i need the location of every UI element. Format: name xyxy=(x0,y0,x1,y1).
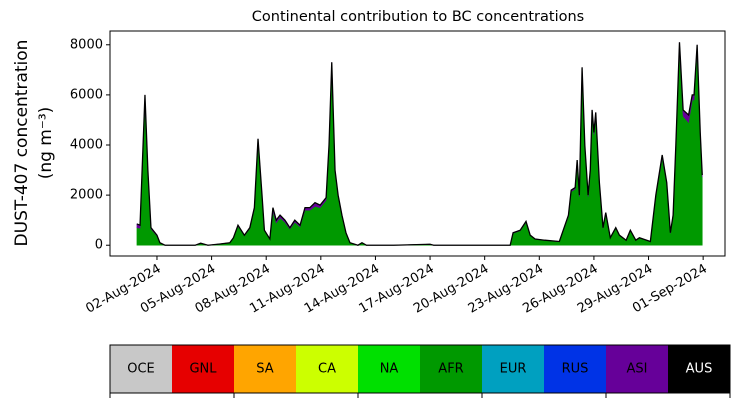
colorbar: OCE GNL SA CA NA AFR EUR RUS ASI AUS xyxy=(109,344,731,398)
colorbar-cell xyxy=(234,345,297,393)
y-tick-label: 6000 xyxy=(70,87,103,102)
y-tick-label: 2000 xyxy=(70,188,103,203)
colorbar-cell xyxy=(358,345,421,393)
y-axis-label-unit: (ng m⁻³) xyxy=(36,107,56,180)
colorbar-label: SA xyxy=(256,362,273,377)
colorbar-label: GNL xyxy=(189,362,217,377)
plot-area xyxy=(136,42,703,246)
colorbar-cell xyxy=(110,345,173,393)
y-tick-label: 8000 xyxy=(70,37,103,52)
colorbar-cell xyxy=(544,345,607,393)
colorbar-cell xyxy=(482,345,545,393)
y-tick-label: 0 xyxy=(95,238,103,253)
y-tick-label: 4000 xyxy=(70,138,103,153)
area xyxy=(136,42,703,246)
colorbar-cell xyxy=(606,345,669,393)
colorbar-cell xyxy=(296,345,359,393)
colorbar-label: OCE xyxy=(127,362,155,377)
colorbar-cell xyxy=(668,345,731,393)
area xyxy=(136,48,703,246)
colorbar-label: AFR xyxy=(438,362,463,377)
y-axis-label: DUST-407 concentration xyxy=(12,40,32,247)
colorbar-cell xyxy=(420,345,483,393)
total-outline xyxy=(136,42,703,246)
colorbar-cell xyxy=(172,345,235,393)
colorbar-label: CA xyxy=(318,362,336,377)
chart-title: Continental contribution to BC concentra… xyxy=(252,9,584,25)
plot-frame xyxy=(109,30,726,257)
colorbar-frame xyxy=(109,344,731,394)
colorbar-label: RUS xyxy=(562,362,589,377)
colorbar-label: NA xyxy=(380,362,399,377)
colorbar-label: AUS xyxy=(686,362,713,377)
colorbar-label: EUR xyxy=(500,362,527,377)
colorbar-label: ASI xyxy=(627,362,648,377)
